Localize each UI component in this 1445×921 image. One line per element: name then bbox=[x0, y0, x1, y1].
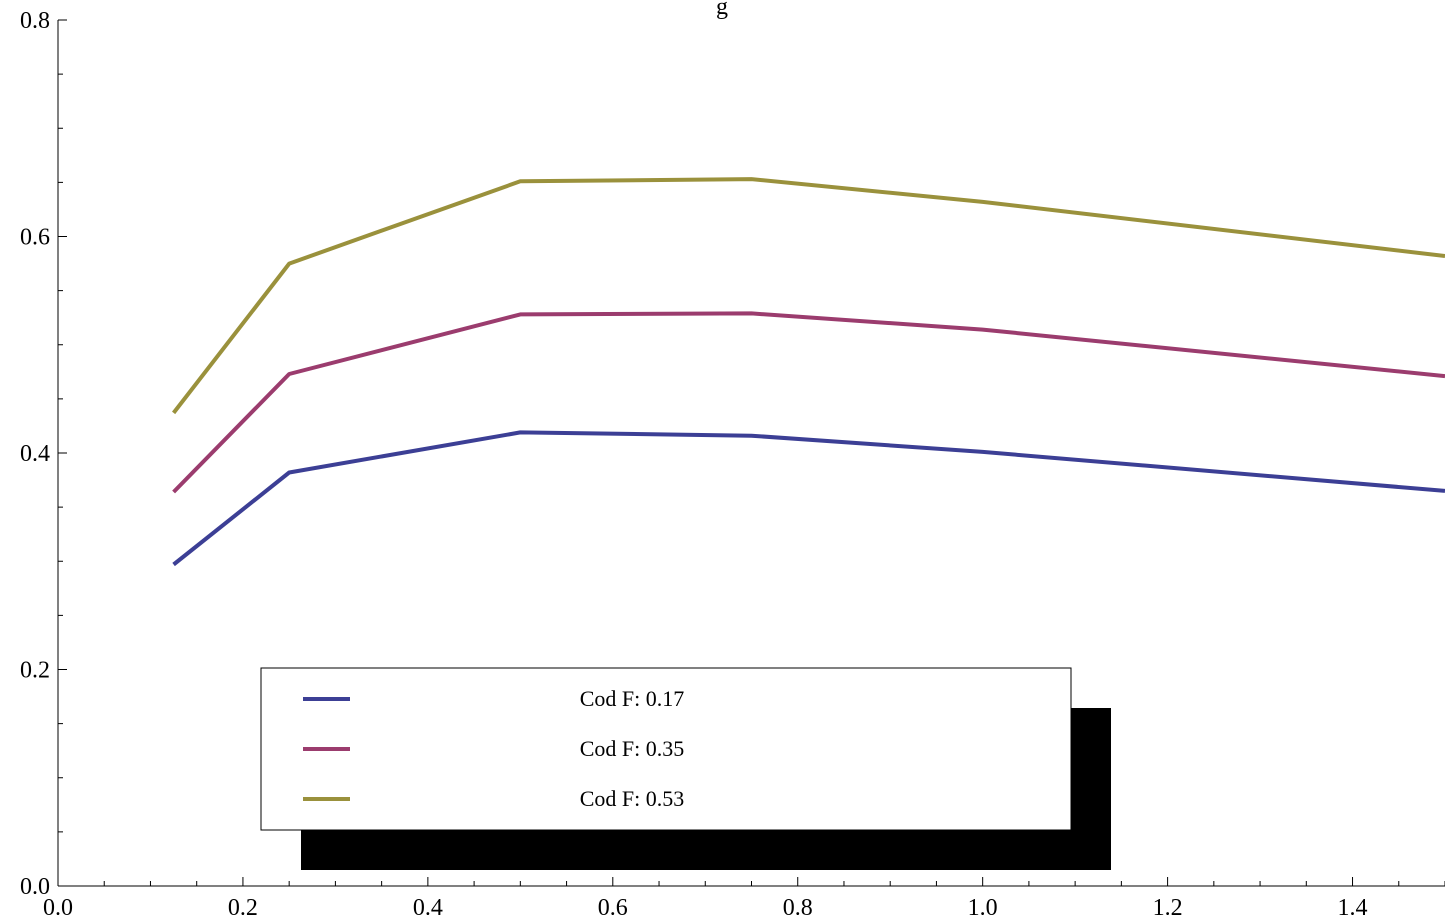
legend-label: Cod F: 0.17 bbox=[580, 686, 685, 711]
chart-title-group: g bbox=[716, 0, 728, 20]
axes: 0.0 0.2 0.4 0.6 0.8 1.0 1.2 1.4 0.0 0.2 0.4 0.6 0.8 bbox=[20, 8, 1445, 921]
series-line-1 bbox=[172, 430, 1445, 567]
x-tick-label: 0.8 bbox=[783, 895, 813, 921]
x-tick-label: 0.6 bbox=[598, 895, 628, 921]
y-tick-label: 0.4 bbox=[20, 441, 50, 467]
chart-title: g bbox=[716, 0, 728, 20]
x-tick-label: 1.0 bbox=[968, 895, 998, 921]
legend-label: Cod F: 0.53 bbox=[580, 786, 685, 811]
x-tick-label: 1.2 bbox=[1153, 895, 1183, 921]
x-tick-label: 0.2 bbox=[228, 895, 258, 921]
legend: Cod F: 0.17 Cod F: 0.35 Cod F: 0.53 bbox=[260, 667, 1111, 870]
x-tick-label: 0.0 bbox=[43, 895, 73, 921]
series-lines bbox=[172, 177, 1445, 567]
y-tick-label: 0.0 bbox=[20, 874, 50, 900]
y-tick-label: 0.6 bbox=[20, 225, 50, 251]
x-tick-label: 0.4 bbox=[413, 895, 443, 921]
x-tick-label: 1.4 bbox=[1338, 895, 1368, 921]
y-tick-label: 0.8 bbox=[20, 8, 50, 34]
legend-box bbox=[260, 667, 1072, 831]
legend-label: Cod F: 0.35 bbox=[580, 736, 685, 761]
y-tick-label: 0.2 bbox=[20, 658, 50, 684]
series-line-2 bbox=[172, 311, 1445, 494]
series-line-3 bbox=[172, 177, 1445, 415]
